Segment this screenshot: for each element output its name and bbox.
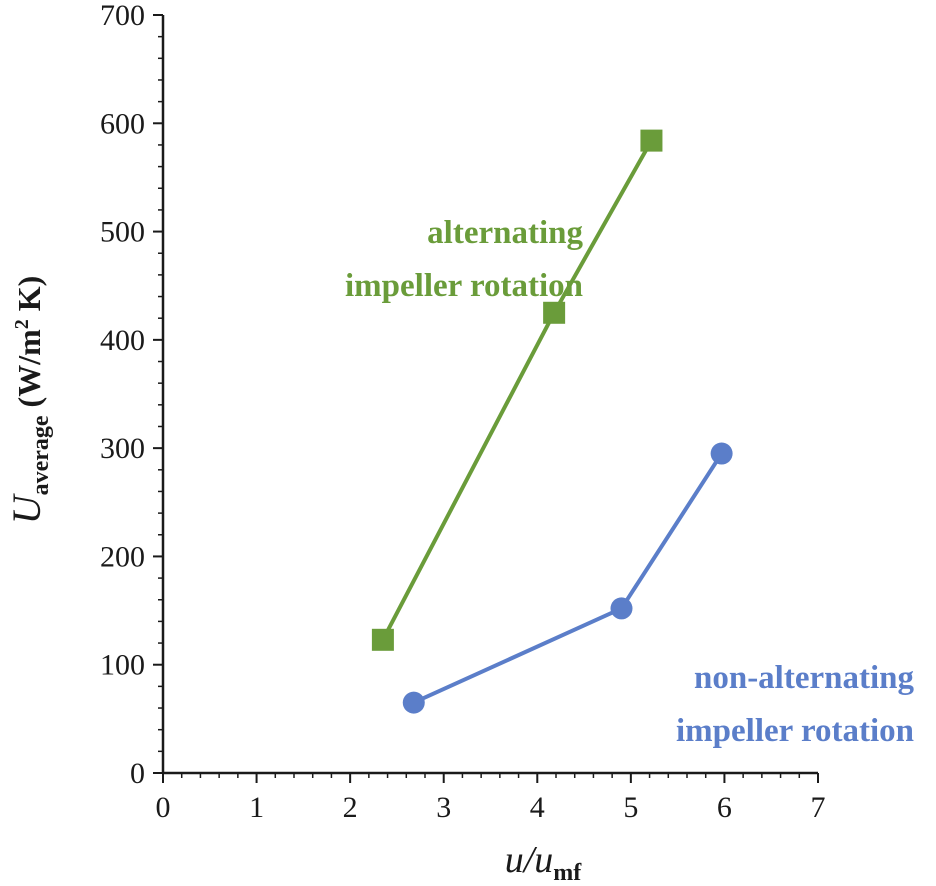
- annotation-non-alternating: non-alternating: [694, 660, 915, 696]
- data-point-square: [543, 301, 566, 324]
- x-axis-title: u/umf: [505, 839, 583, 886]
- x-axis-title-main: u/u: [505, 839, 554, 881]
- x-tick-label: 5: [623, 791, 638, 824]
- y-tick-label: 0: [130, 757, 145, 790]
- annotations: alternating impeller rotation non-alternat…: [345, 215, 914, 749]
- x-tick-label: 4: [530, 791, 545, 824]
- y-tick-label: 700: [100, 0, 145, 32]
- annotation-non-alternating: impeller rotation: [676, 713, 914, 749]
- series-layer: [371, 129, 733, 714]
- y-axis-title-main: U: [4, 492, 49, 524]
- x-tick-label: 6: [717, 791, 732, 824]
- y-axis-title-units-end: K): [11, 276, 47, 320]
- x-tick-label: 1: [249, 791, 264, 824]
- y-axis-title-units: (W/m: [11, 329, 47, 416]
- data-point-circle: [610, 597, 633, 620]
- annotation-alternating: alternating: [427, 215, 583, 251]
- y-tick-label: 100: [100, 649, 145, 682]
- y-tick-label: 400: [100, 324, 145, 357]
- data-point-square: [371, 628, 394, 651]
- annotation-alternating: impeller rotation: [345, 268, 583, 304]
- ticks: 0 100 200 300 400 500 600 700 0 1 2 3 4 5 6 7: [100, 0, 826, 824]
- y-tick-label: 500: [100, 216, 145, 249]
- y-axis-title-units-sup: 2: [11, 319, 33, 329]
- y-tick-label: 200: [100, 540, 145, 573]
- data-point-circle: [710, 442, 733, 465]
- x-tick-label: 7: [811, 791, 826, 824]
- x-tick-label: 2: [343, 791, 358, 824]
- data-point-circle: [402, 691, 425, 714]
- x-tick-label: 3: [436, 791, 451, 824]
- y-tick-label: 600: [100, 107, 145, 140]
- data-point-square: [640, 129, 663, 152]
- x-tick-label: 0: [156, 791, 171, 824]
- x-axis-title-sub: mf: [553, 860, 582, 886]
- axes: [161, 15, 818, 775]
- y-tick-label: 300: [100, 432, 145, 465]
- y-axis-title: Uaverage (W/m2 K): [4, 276, 54, 525]
- y-axis-title-sub: average: [28, 415, 54, 495]
